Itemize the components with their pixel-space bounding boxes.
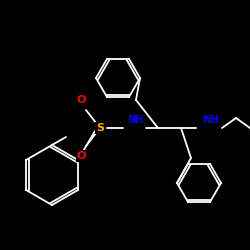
Text: NH: NH — [127, 115, 143, 125]
Text: S: S — [96, 123, 104, 133]
Text: O: O — [76, 95, 86, 105]
Text: O: O — [76, 151, 86, 161]
Text: NH: NH — [202, 115, 218, 125]
